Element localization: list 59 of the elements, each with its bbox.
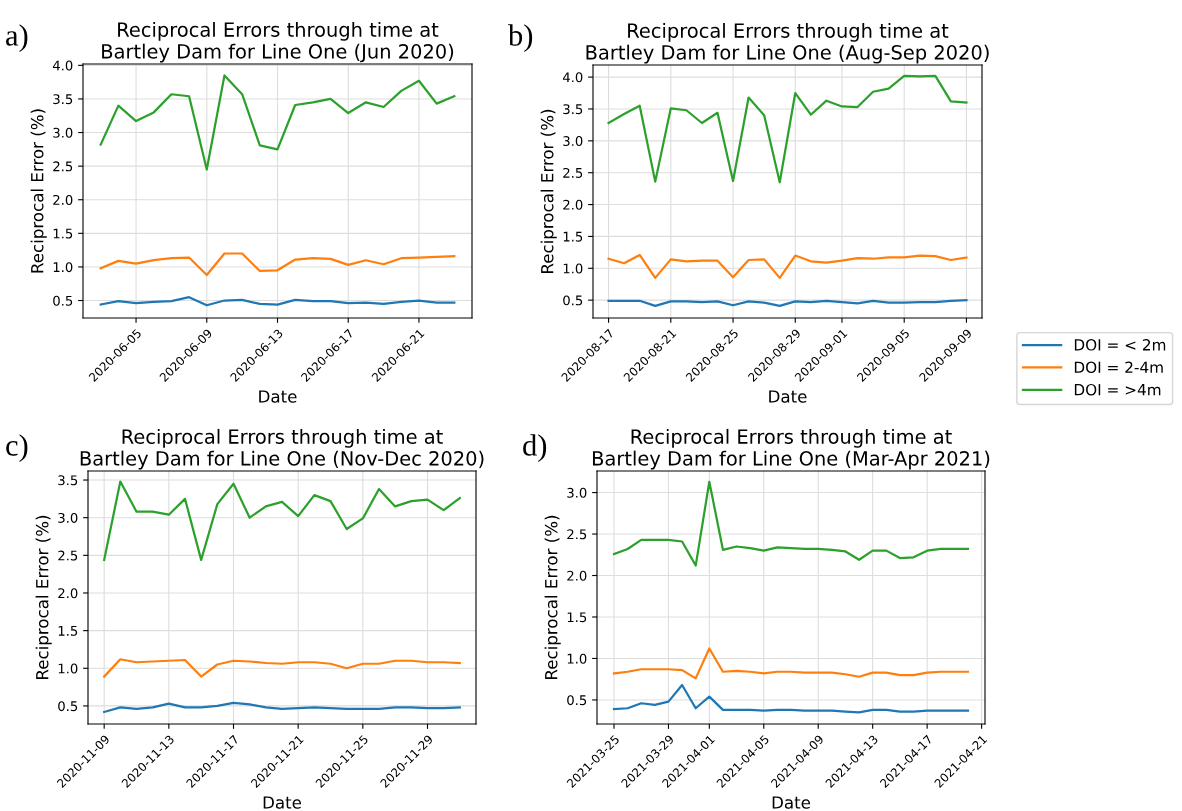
line-series	[607, 253, 968, 279]
y-tick-label: 1.5	[567, 612, 587, 623]
y-tick-label: 3.0	[53, 127, 73, 138]
legend-label: DOI = >4m	[1074, 383, 1161, 396]
line-series	[607, 74, 968, 184]
y-tick-label: 2.5	[53, 161, 73, 172]
line-series	[103, 480, 461, 561]
x-axis-title: Date	[772, 796, 811, 809]
y-tick-label: 2.0	[567, 570, 587, 581]
y-tick-label: 3.0	[567, 487, 587, 498]
y-tick-label: 1.0	[53, 262, 73, 273]
y-axis-title: Reciprocal Error (%)	[35, 515, 52, 679]
text: c)	[6, 434, 28, 462]
y-tick-label: 0.5	[563, 295, 583, 306]
y-tick-label: 2.5	[58, 550, 78, 561]
line-series	[612, 647, 970, 680]
y-tick-label: 1.5	[53, 228, 73, 239]
y-tick-label: 2.0	[563, 199, 583, 210]
text: a)	[6, 24, 28, 52]
y-tick-label: 1.0	[563, 263, 583, 274]
y-tick-label: 2.0	[58, 588, 78, 599]
y-axis-title: Reciprocal Error (%)	[540, 109, 557, 273]
line-series	[612, 480, 970, 567]
line-series	[103, 658, 461, 678]
chart-title: Reciprocal Errors through time at Bartley Dam for Line One (Nov-Dec 2020)	[80, 428, 484, 470]
y-tick-label: 0.5	[53, 295, 73, 306]
y-tick-label: 2.0	[53, 194, 73, 205]
line-series	[99, 296, 456, 307]
y-tick-label: 2.5	[567, 529, 587, 540]
y-axis-title: Reciprocal Error (%)	[544, 515, 561, 679]
y-tick-label: 1.0	[567, 653, 587, 664]
y-tick-label: 0.5	[567, 695, 587, 706]
y-tick-label: 4.0	[52, 60, 73, 71]
x-axis-title: Date	[769, 390, 807, 403]
y-tick-label: 1.5	[563, 231, 583, 242]
line-series	[99, 252, 456, 277]
y-tick-label: 3.0	[563, 136, 583, 147]
y-tick-label: 1.0	[58, 663, 78, 674]
chart-title: Reciprocal Errors through time at Bartley Dam for Line One (Aug-Sep 2020)	[586, 22, 989, 64]
legend-label: DOI = 2-4m	[1074, 361, 1163, 374]
y-tick-label: 3.5	[58, 475, 78, 486]
line-series	[612, 683, 970, 714]
y-tick-label: 3.5	[53, 94, 73, 105]
y-tick-label: 3.5	[563, 104, 583, 115]
y-tick-label: 4.0	[562, 72, 583, 83]
chart-title: Reciprocal Errors through time at Bartley Dam for Line One (Jun 2020)	[102, 21, 454, 63]
chart-title: Reciprocal Errors through time at Bartley Dam for Line One (Mar-Apr 2021)	[592, 428, 990, 470]
y-tick-label: 2.5	[563, 167, 583, 178]
x-axis-title: Date	[263, 796, 302, 809]
line-series	[99, 74, 456, 171]
line-series	[103, 701, 461, 714]
y-tick-label: 3.0	[58, 512, 78, 523]
x-axis-title: Date	[259, 390, 297, 403]
y-tick-label: 0.5	[58, 701, 78, 712]
y-tick-label: 1.5	[58, 626, 78, 636]
text: d)	[523, 434, 547, 462]
legend-label: DOI = < 2m	[1074, 339, 1166, 351]
y-axis-title: Reciprocal Error (%)	[30, 109, 47, 273]
text: b)	[508, 24, 533, 52]
